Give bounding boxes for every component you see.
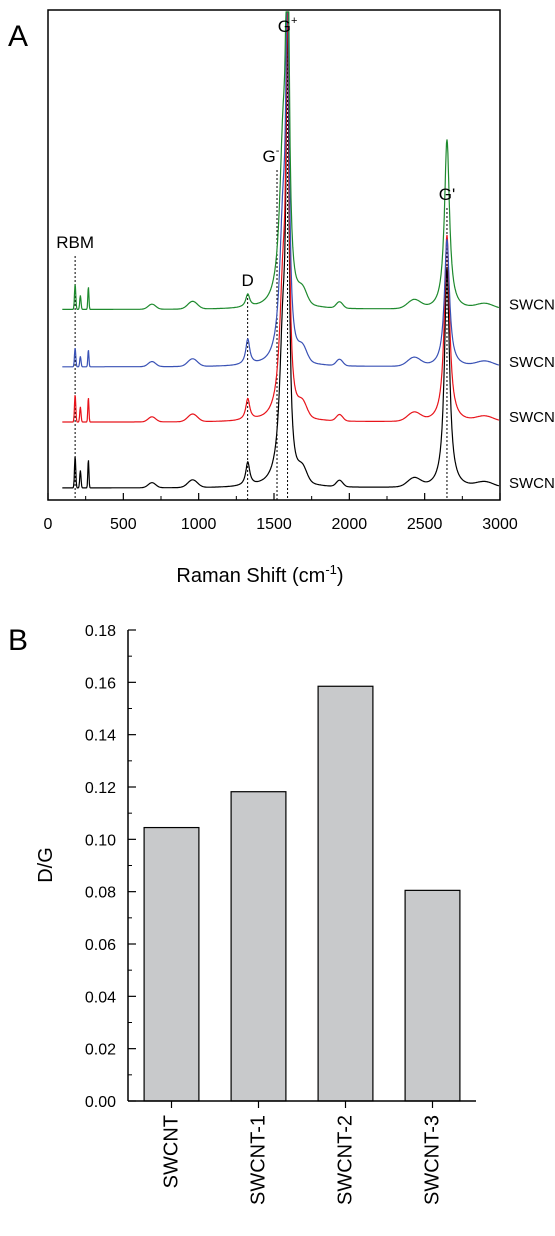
y-axis-label: D/G: [35, 847, 57, 883]
panel-a-label: A: [8, 20, 28, 53]
peak-label-text: G: [278, 17, 291, 36]
x-axis-categories: SWCNT SWCNT-1 SWCNT-2 SWCNT-3: [161, 1101, 444, 1205]
series-line-swcnt-2: [62, 11, 500, 368]
peak-label-text: D: [241, 271, 253, 290]
y-tick-label: 0.10: [85, 832, 116, 849]
peak-label: G': [439, 185, 455, 204]
series-line-swcnt-1: [62, 11, 500, 423]
bar-swcnt-1: [230, 791, 287, 1102]
peak-guides: [74, 40, 448, 500]
series-label: SWCNT-2: [509, 354, 555, 371]
y-tick-label: 0.08: [85, 885, 116, 902]
peak-label-text: RBM: [56, 233, 94, 252]
y-tick-label: 0.14: [85, 728, 116, 745]
series-labels: SWCNT SWCNT-1 SWCNT-2 SWCNT-3: [509, 296, 555, 492]
bars: [143, 685, 461, 1102]
x-tick-label: 0: [44, 516, 53, 533]
x-tick-label: 500: [110, 516, 137, 533]
peak-label: D: [241, 271, 253, 290]
bar-swcnt: [143, 826, 200, 1102]
category-label: SWCNT-3: [422, 1115, 444, 1205]
y-tick-label: 0.02: [85, 1042, 116, 1059]
x-tick-label: 1000: [181, 516, 217, 533]
spectra-series: [62, 11, 500, 489]
plot-a-frame: [47, 9, 501, 501]
series-line-swcnt-3: [62, 11, 500, 310]
series-label: SWCNT-1: [509, 409, 555, 426]
peak-label-text: G': [439, 185, 455, 204]
peak-label-sup: +: [291, 15, 297, 27]
x-tick-label: 1500: [256, 516, 292, 533]
series-line-swcnt: [62, 11, 500, 489]
x-tick-label: 3000: [482, 516, 518, 533]
category-label: SWCNT-1: [248, 1115, 270, 1205]
series-label: SWCNT: [509, 475, 555, 492]
y-tick-label: 0.06: [85, 937, 116, 954]
peak-label: G-: [263, 145, 280, 166]
panel-b-label: B: [8, 624, 28, 657]
bar-swcnt-3: [404, 889, 461, 1102]
peak-label-text: G: [263, 147, 276, 166]
peak-label-sup: -: [276, 145, 280, 157]
x-tick-label: 2000: [332, 516, 368, 533]
category-label: SWCNT-2: [335, 1115, 357, 1205]
series-label: SWCNT-3: [509, 296, 555, 313]
peak-label: RBM: [56, 233, 94, 252]
bar-swcnt-2: [317, 685, 374, 1102]
dg-ratio-chart: 0.00 0.02 0.04 0.06 0.08 0.10 0.12 0.14 0.16 0.18…: [35, 623, 476, 1205]
y-tick-label: 0.16: [85, 675, 116, 692]
x-axis-label: Raman Shift (cm-1): [176, 562, 343, 587]
category-label: SWCNT: [161, 1115, 183, 1188]
y-tick-label: 0.18: [85, 623, 116, 640]
y-tick-label: 0.00: [85, 1094, 116, 1111]
y-axis-ticks: 0.00 0.02 0.04 0.06 0.08 0.10 0.12 0.14 0.16 0.18: [85, 623, 136, 1111]
x-tick-label: 2500: [407, 516, 443, 533]
y-tick-label: 0.12: [85, 780, 116, 797]
y-tick-label: 0.04: [85, 989, 116, 1006]
x-axis-ticks: 0 500 1000 1500 2000 2500 3000: [44, 493, 518, 533]
peak-label: G+: [278, 15, 298, 36]
